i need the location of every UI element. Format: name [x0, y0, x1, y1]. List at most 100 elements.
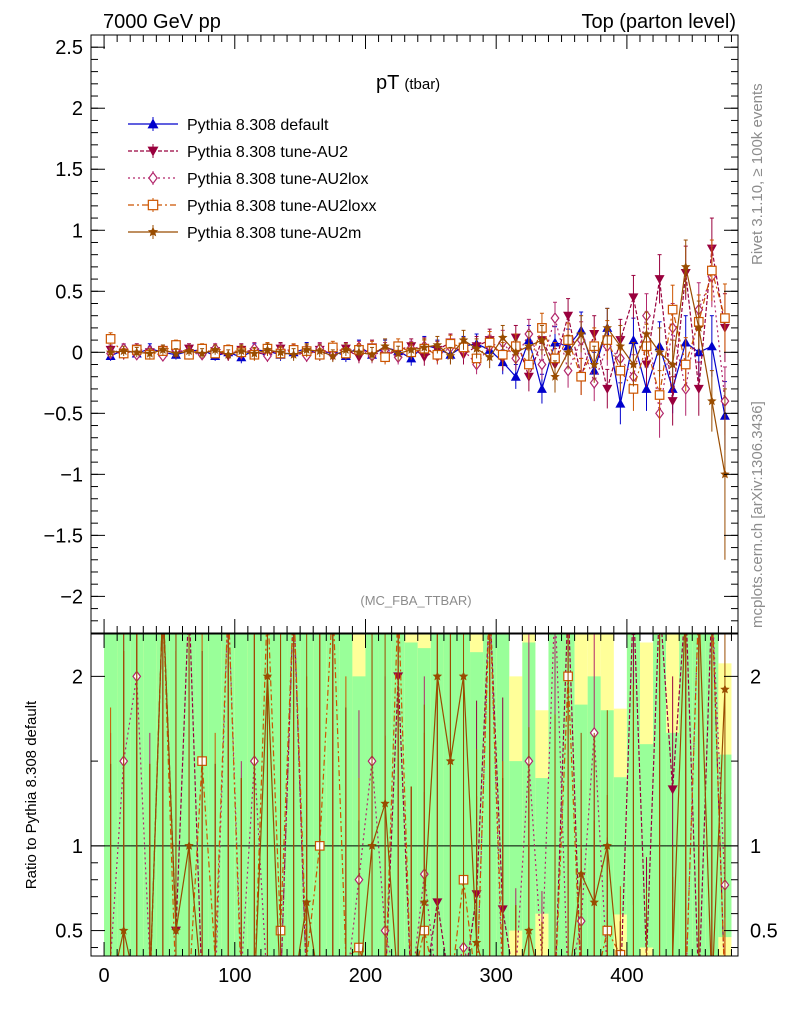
ratio-y-tick-label: 0.5	[55, 921, 83, 943]
data-point	[236, 346, 247, 356]
ratio-data-point	[367, 840, 377, 850]
legend-label: Pythia 8.308 default	[187, 117, 329, 134]
ratio-series-line	[110, 634, 726, 956]
data-point	[367, 349, 377, 359]
data-point	[524, 341, 534, 351]
plot-title: pT (tbar)	[376, 72, 440, 94]
data-point	[458, 335, 469, 345]
ratio-plot-series	[91, 634, 738, 956]
ratio-data-point	[471, 937, 482, 947]
legend-entry: Pythia 8.308 tune-AU2loxx	[128, 198, 376, 215]
ratio-series-line	[117, 634, 726, 956]
data-point	[667, 359, 678, 369]
x-axis: 0 100 200 300 400	[90, 35, 732, 987]
data-point	[576, 371, 587, 382]
main-y-tick-label: 0.5	[55, 281, 83, 303]
data-point	[288, 349, 299, 359]
ratio-data-point	[432, 671, 443, 681]
data-point	[694, 322, 704, 332]
x-tick-label: 0	[99, 965, 110, 987]
legend-entry: Pythia 8.308 default	[128, 117, 329, 134]
data-point	[615, 341, 626, 351]
header-right-label: Top (parton level)	[581, 11, 736, 33]
data-point	[354, 347, 364, 357]
data-point	[328, 351, 338, 360]
data-point	[667, 397, 678, 407]
data-point	[511, 347, 521, 357]
data-point	[445, 338, 456, 349]
data-point	[262, 344, 273, 354]
data-point	[432, 340, 443, 349]
data-point	[654, 347, 665, 357]
data-point	[406, 344, 416, 354]
data-point	[197, 348, 207, 358]
main-y-tick-label: 2	[72, 98, 83, 120]
x-tick-label: 400	[610, 965, 643, 987]
data-point	[628, 335, 639, 345]
data-point	[654, 275, 665, 285]
main-plot-series	[105, 217, 730, 560]
data-point	[563, 364, 573, 377]
data-point	[537, 358, 547, 371]
data-point	[536, 383, 547, 393]
data-point	[484, 337, 495, 348]
data-point	[707, 265, 717, 276]
data-point	[132, 347, 142, 357]
series-4	[105, 239, 730, 560]
data-point	[602, 322, 612, 332]
legend-label: Pythia 8.308 tune-AU2	[187, 144, 348, 161]
data-point	[641, 329, 652, 338]
data-point	[471, 343, 482, 353]
data-point	[171, 348, 181, 358]
ratio-data-point	[576, 869, 586, 879]
legend-marker	[147, 199, 159, 211]
data-point	[105, 347, 116, 357]
data-point	[602, 384, 613, 394]
main-y-tick-label: −0.5	[44, 403, 83, 425]
ratio-y-tick-label: 2	[72, 666, 83, 688]
ratio-data-point	[301, 897, 312, 907]
data-point	[484, 352, 495, 362]
ratio-data-point	[419, 897, 430, 907]
ratio-data-point	[720, 684, 730, 694]
ratio-data-point	[602, 840, 612, 850]
data-point	[576, 329, 586, 338]
ratio-y-tick-label-right: 0.5	[750, 921, 778, 943]
header-left-label: 7000 GeV pp	[103, 11, 221, 33]
ratio-y-tick-label-right: 1	[750, 836, 761, 858]
data-point	[118, 346, 129, 356]
legend-entry: Pythia 8.308 tune-AU2	[128, 144, 348, 161]
ratio-series-4	[110, 634, 730, 956]
legend-entry: Pythia 8.308 tune-AU2m	[128, 225, 361, 242]
rivet-label: Rivet 3.1.10, ≥ 100k events	[749, 83, 766, 265]
series-line	[110, 248, 726, 402]
data-point	[628, 359, 639, 369]
x-tick-label: 200	[349, 965, 382, 987]
data-point	[171, 340, 181, 350]
data-point	[563, 311, 574, 321]
data-point	[537, 335, 547, 345]
legend-label: Pythia 8.308 tune-AU2m	[187, 225, 361, 242]
data-point	[641, 383, 652, 393]
ratio-data-point	[380, 798, 390, 808]
legend-entry: Pythia 8.308 tune-AU2lox	[128, 171, 368, 188]
data-point	[510, 371, 521, 381]
data-point	[419, 342, 430, 352]
ratio-uncertainty-bands	[104, 634, 732, 956]
legend-label: Pythia 8.308 tune-AU2lox	[187, 171, 368, 188]
data-point	[210, 344, 220, 354]
main-y-tick-label: 0	[72, 342, 83, 364]
data-point	[419, 353, 430, 363]
data-point	[275, 347, 286, 357]
legend: Pythia 8.308 default Pythia 8.308 tune-AU…	[128, 117, 376, 242]
data-point	[498, 332, 508, 342]
data-point	[667, 304, 678, 315]
data-point	[524, 359, 534, 370]
data-point	[497, 349, 508, 360]
data-point	[223, 349, 233, 359]
data-point	[145, 348, 155, 358]
series-3	[105, 239, 730, 420]
data-point	[706, 341, 717, 351]
legend-label: Pythia 8.308 tune-AU2loxx	[187, 198, 376, 215]
